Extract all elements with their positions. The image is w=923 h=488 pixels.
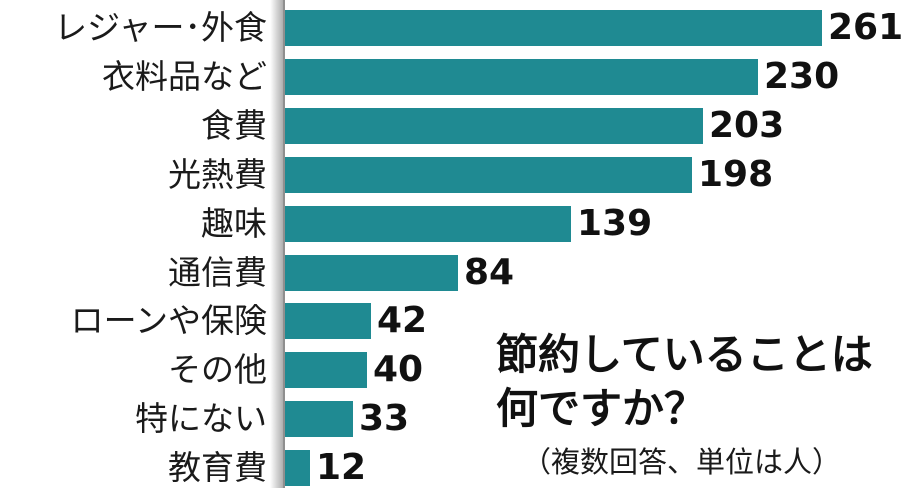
bar — [285, 303, 371, 340]
bar — [285, 254, 458, 291]
bar — [285, 107, 703, 144]
value-label: 261 — [828, 7, 904, 48]
category-label: 通信費 — [168, 252, 267, 292]
category-label: ローンや保険 — [70, 301, 267, 341]
value-label: 42 — [377, 300, 428, 342]
category-label: 教育費 — [168, 448, 267, 488]
chart-title: 節約していることは 何ですか？ — [496, 328, 923, 436]
bar — [285, 10, 822, 46]
bar — [285, 352, 367, 389]
bar — [285, 58, 758, 95]
value-label: 12 — [316, 447, 367, 488]
value-label: 40 — [373, 349, 424, 391]
value-label: 139 — [577, 202, 653, 244]
bar — [285, 205, 571, 242]
value-label: 230 — [764, 55, 840, 97]
bar — [285, 401, 353, 438]
category-label: 特にない — [135, 399, 267, 439]
category-label: 趣味 — [201, 203, 267, 243]
category-label: 衣料品など — [102, 56, 267, 96]
category-label: レジャー･外食 — [54, 8, 267, 47]
bar — [285, 156, 692, 193]
category-axis-line — [283, 0, 285, 488]
bar — [285, 450, 310, 487]
value-label: 203 — [709, 104, 785, 146]
axis-shadow — [270, 0, 284, 488]
chart-title-line-1: 節約していることは — [496, 330, 873, 379]
category-label: その他 — [168, 350, 267, 390]
category-label: 食費 — [201, 105, 267, 145]
chart-note: （複数回答、単位は人） — [522, 445, 842, 479]
chart-title-line-2: 何ですか？ — [496, 384, 707, 433]
value-label: 84 — [464, 251, 515, 293]
value-label: 33 — [359, 398, 410, 440]
value-label: 198 — [698, 153, 774, 195]
category-label: 光熱費 — [168, 154, 267, 194]
